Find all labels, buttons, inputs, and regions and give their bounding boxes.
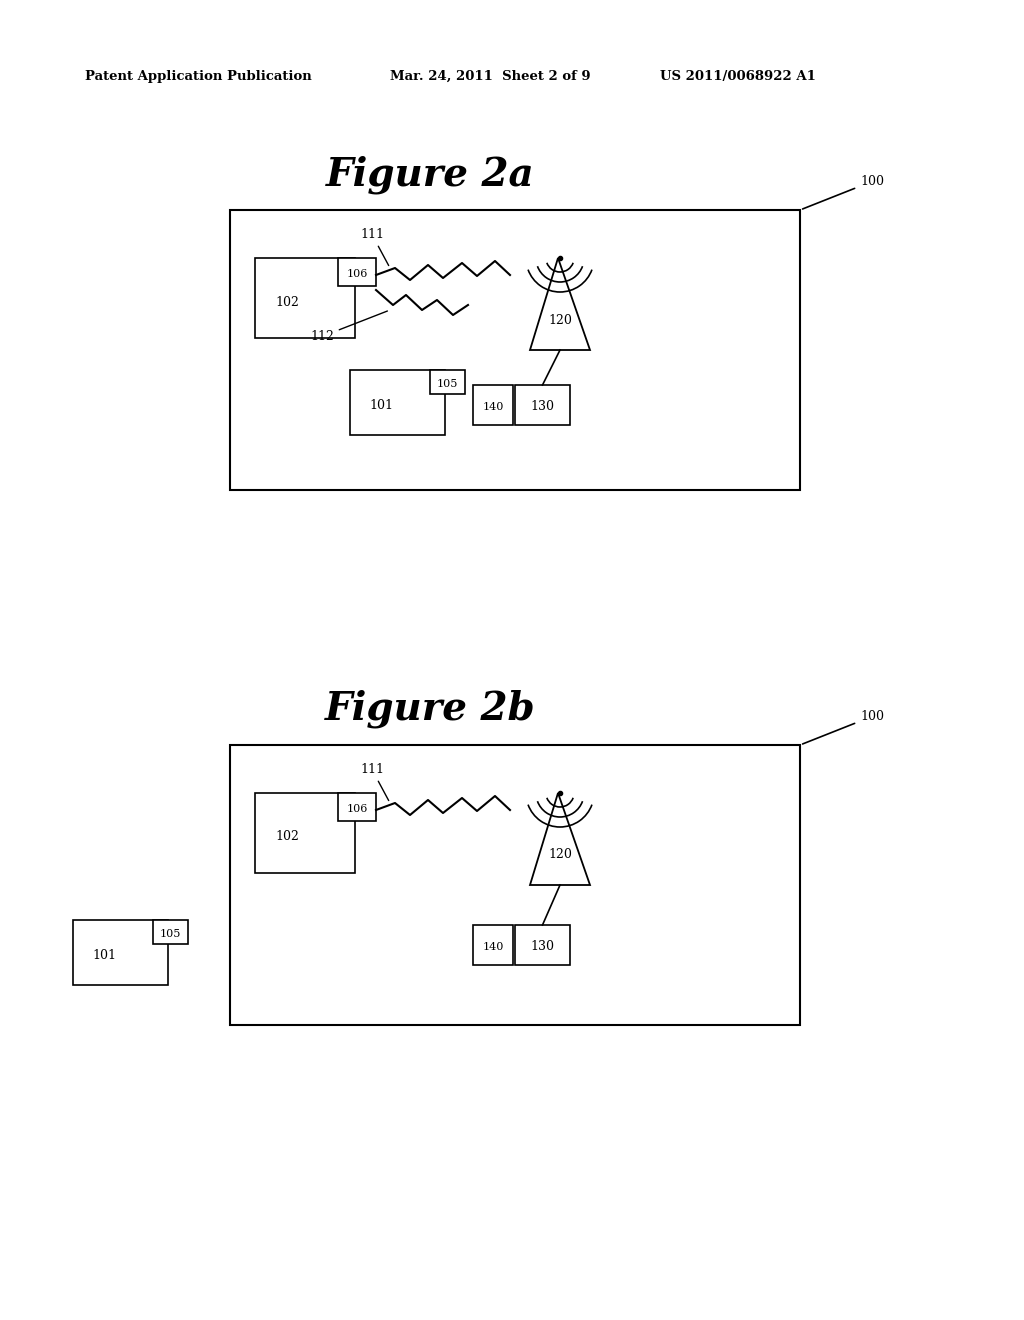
Text: 106: 106 — [346, 269, 368, 279]
Text: 112: 112 — [310, 312, 387, 343]
Text: US 2011/0068922 A1: US 2011/0068922 A1 — [660, 70, 816, 83]
Text: Patent Application Publication: Patent Application Publication — [85, 70, 311, 83]
Bar — [430, 370, 465, 393]
Text: 111: 111 — [360, 228, 389, 265]
Bar — [515, 925, 570, 965]
Bar — [338, 793, 376, 821]
Bar — [338, 257, 376, 286]
Text: Figure 2b: Figure 2b — [325, 690, 536, 729]
Text: 106: 106 — [346, 804, 368, 814]
Text: 105: 105 — [437, 379, 458, 389]
Bar — [255, 257, 355, 338]
Text: 101: 101 — [370, 399, 393, 412]
Text: 100: 100 — [803, 710, 884, 744]
Text: 140: 140 — [482, 942, 504, 952]
Text: 130: 130 — [530, 400, 555, 413]
Text: 120: 120 — [548, 314, 572, 326]
Text: Figure 2a: Figure 2a — [326, 154, 535, 194]
Bar — [350, 370, 445, 436]
Text: 140: 140 — [482, 403, 504, 412]
Bar — [230, 744, 800, 1026]
Text: 101: 101 — [92, 949, 117, 962]
Text: 130: 130 — [530, 940, 555, 953]
Bar — [73, 920, 168, 985]
Bar — [153, 920, 188, 944]
Text: 120: 120 — [548, 849, 572, 862]
Bar — [473, 925, 513, 965]
Bar — [255, 793, 355, 873]
Text: 100: 100 — [803, 176, 884, 209]
Text: 102: 102 — [275, 296, 299, 309]
Text: Mar. 24, 2011  Sheet 2 of 9: Mar. 24, 2011 Sheet 2 of 9 — [390, 70, 591, 83]
Bar — [473, 385, 513, 425]
Text: 111: 111 — [360, 763, 389, 800]
Bar — [230, 210, 800, 490]
Bar — [515, 385, 570, 425]
Text: 102: 102 — [275, 830, 299, 843]
Text: 105: 105 — [160, 929, 181, 939]
